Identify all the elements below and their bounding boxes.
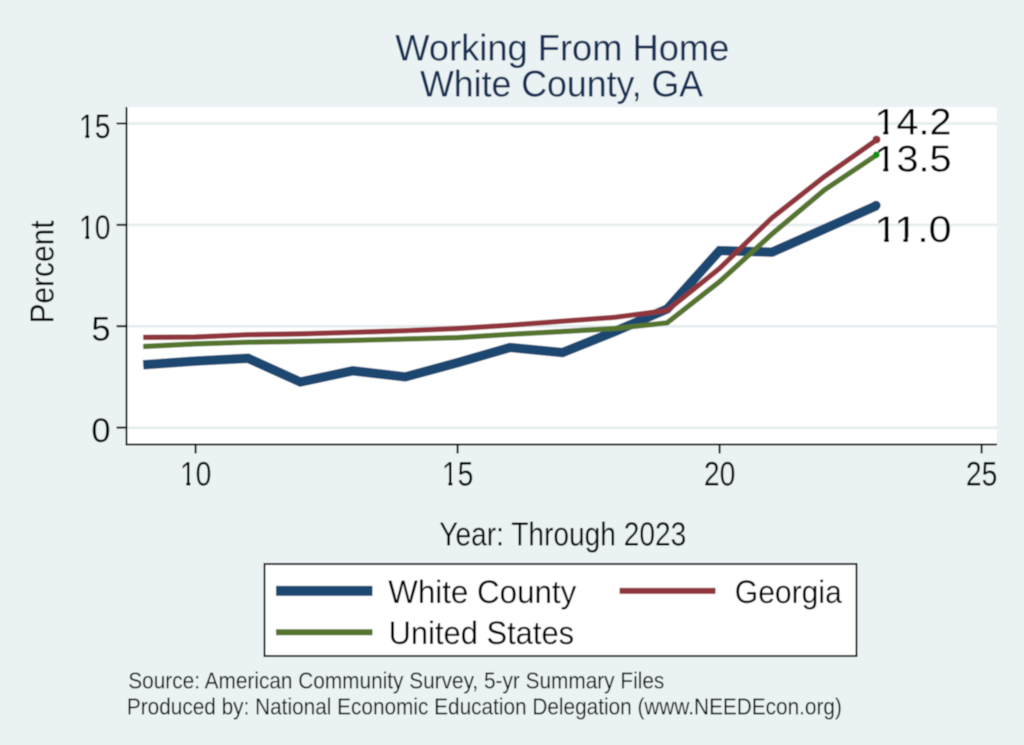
svg-text:Year: Through 2023: Year: Through 2023 — [439, 516, 686, 553]
svg-text:20: 20 — [704, 455, 736, 493]
svg-text:Working From Home: Working From Home — [395, 26, 729, 68]
svg-text:13.5: 13.5 — [875, 137, 952, 179]
svg-text:15: 15 — [442, 455, 474, 493]
svg-text:25: 25 — [966, 455, 998, 493]
svg-text:Produced by: National Economic: Produced by: National Economic Education… — [127, 694, 842, 720]
svg-text:10: 10 — [180, 455, 212, 493]
svg-text:Percent: Percent — [25, 220, 62, 324]
svg-text:Source: American Community Sur: Source: American Community Survey, 5-yr … — [128, 668, 664, 694]
svg-text:5: 5 — [91, 311, 110, 349]
svg-text:14.2: 14.2 — [875, 100, 952, 142]
svg-text:0: 0 — [91, 412, 110, 450]
svg-text:White County: White County — [388, 574, 577, 610]
svg-text:10: 10 — [79, 209, 111, 247]
svg-text:Georgia: Georgia — [735, 574, 843, 610]
svg-text:United States: United States — [389, 615, 574, 651]
svg-text:White County, GA: White County, GA — [420, 62, 703, 104]
svg-text:15: 15 — [79, 108, 111, 146]
svg-text:11.0: 11.0 — [875, 208, 952, 250]
